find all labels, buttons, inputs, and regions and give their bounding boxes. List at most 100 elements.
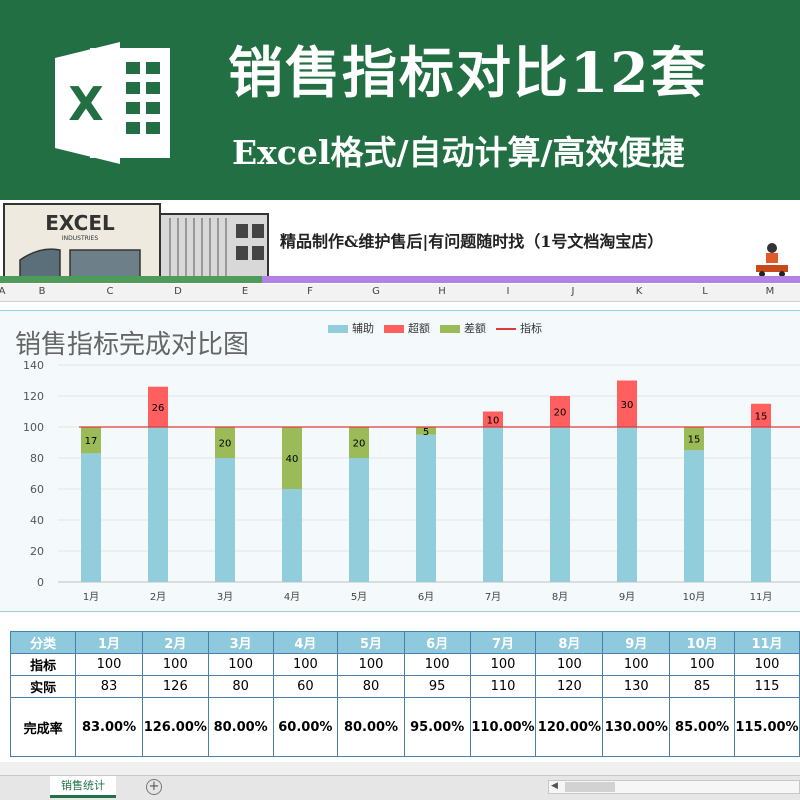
table-cell[interactable]: 100 — [75, 653, 143, 676]
table-cell[interactable]: 100 — [733, 653, 800, 676]
table-header-month: 5月 — [337, 631, 405, 654]
data-label: 20 — [353, 439, 366, 450]
table-cell[interactable]: 100 — [207, 653, 274, 676]
bar-excess[interactable] — [550, 396, 570, 427]
table-cell[interactable]: 95.00% — [403, 697, 471, 757]
column-header-e[interactable]: E — [241, 286, 249, 297]
scrollbar-thumb[interactable] — [565, 782, 615, 792]
bar-shortfall[interactable] — [282, 427, 302, 489]
table-cell[interactable]: 130 — [602, 675, 671, 698]
bar-excess[interactable] — [148, 386, 168, 427]
table-header-month: 6月 — [403, 631, 471, 654]
x-tick-label: 3月 — [217, 591, 233, 603]
person-on-car-icon — [756, 243, 788, 277]
table-cell[interactable]: 83 — [75, 675, 143, 698]
row-label[interactable]: 完成率 — [9, 697, 77, 757]
table-cell[interactable]: 80.00% — [207, 697, 274, 757]
column-header-l[interactable]: L — [702, 286, 708, 297]
x-tick-label: 5月 — [351, 591, 367, 603]
factory-logo-subtext: INDUSTRIES — [62, 235, 98, 242]
table-cell[interactable]: 80 — [207, 675, 274, 698]
table-cell[interactable]: 60.00% — [272, 697, 339, 757]
bar-auxiliary[interactable] — [751, 427, 771, 582]
table-header-row: 分类 1月 2月 3月 4月 5月 6月 7月 8月 9月 10月 11月 — [9, 631, 800, 654]
bar-shortfall[interactable] — [416, 427, 436, 435]
column-header-m[interactable]: M — [765, 286, 775, 297]
y-tick-label: 0 — [37, 576, 44, 589]
bar-shortfall[interactable] — [215, 427, 235, 458]
column-header-c[interactable]: C — [106, 286, 114, 297]
data-label: 20 — [554, 408, 567, 419]
table-cell[interactable]: 85 — [669, 675, 735, 698]
table-cell[interactable]: 100 — [602, 653, 671, 676]
table-cell[interactable]: 80 — [337, 675, 405, 698]
row-label[interactable]: 指标 — [9, 653, 77, 676]
x-tick-label: 1月 — [83, 591, 99, 603]
column-header-k[interactable]: K — [635, 286, 643, 297]
table-cell[interactable]: 130.00% — [602, 697, 671, 757]
scroll-left-icon[interactable]: ◀ — [551, 781, 558, 791]
table-cell[interactable]: 100 — [337, 653, 405, 676]
column-header-f[interactable]: F — [307, 286, 313, 297]
bar-auxiliary[interactable] — [349, 458, 369, 582]
legend-label: 辅助 — [352, 322, 374, 335]
y-tick-label: 140 — [23, 359, 44, 372]
column-header-h[interactable]: H — [438, 286, 446, 297]
bar-auxiliary[interactable] — [215, 458, 235, 582]
table-cell[interactable]: 115.00% — [733, 697, 800, 757]
table-cell[interactable]: 110 — [469, 675, 537, 698]
bar-excess[interactable] — [617, 380, 637, 428]
legend-label: 差额 — [464, 322, 486, 335]
bar-auxiliary[interactable] — [81, 453, 101, 582]
column-header-d[interactable]: D — [174, 286, 182, 297]
svg-text:X: X — [68, 77, 103, 131]
bar-excess[interactable] — [751, 403, 771, 427]
table-cell[interactable]: 126.00% — [141, 697, 209, 757]
table-cell[interactable]: 60 — [272, 675, 339, 698]
data-label: 20 — [219, 439, 232, 450]
table-cell[interactable]: 100 — [535, 653, 604, 676]
table-cell[interactable]: 100 — [669, 653, 735, 676]
table-cell[interactable]: 100 — [469, 653, 537, 676]
bar-auxiliary[interactable] — [617, 427, 637, 582]
table-cell[interactable]: 126 — [141, 675, 209, 698]
legend-item: 辅助 — [328, 320, 374, 336]
chart-plot[interactable]: 0 20 40 60 80 100 120 140 17 1月 26 2月 20 3月 40 4月 20 5月 5 6… — [0, 352, 800, 610]
table-cell[interactable]: 100 — [403, 653, 471, 676]
table-cell[interactable]: 120.00% — [535, 697, 604, 757]
table-cell[interactable]: 95 — [403, 675, 471, 698]
x-tick-label: 4月 — [284, 591, 300, 603]
table-cell[interactable]: 100 — [272, 653, 339, 676]
bar-auxiliary[interactable] — [416, 434, 436, 582]
bar-excess[interactable] — [483, 411, 503, 428]
table-cell[interactable]: 83.00% — [75, 697, 143, 757]
legend-swatch — [440, 325, 460, 333]
table-cell[interactable]: 100 — [141, 653, 209, 676]
column-header-i[interactable]: I — [506, 286, 510, 297]
data-label: 15 — [755, 411, 768, 422]
bar-shortfall[interactable] — [684, 427, 704, 451]
bar-auxiliary[interactable] — [550, 427, 570, 582]
data-label: 40 — [286, 454, 299, 465]
table-header-month: 9月 — [602, 631, 671, 654]
bar-auxiliary[interactable] — [282, 489, 302, 582]
plus-circle-icon[interactable]: + — [146, 779, 162, 795]
table-cell[interactable]: 85.00% — [669, 697, 735, 757]
bar-shortfall[interactable] — [349, 427, 369, 458]
row-label[interactable]: 实际 — [9, 675, 77, 698]
column-header-g[interactable]: G — [372, 286, 380, 297]
data-label: 26 — [152, 403, 165, 414]
bar-auxiliary[interactable] — [684, 450, 704, 582]
column-header-j[interactable]: J — [571, 286, 575, 297]
table-cell[interactable]: 80.00% — [337, 697, 405, 757]
bar-auxiliary[interactable] — [148, 427, 168, 582]
table-cell[interactable]: 115 — [733, 675, 800, 698]
chart-area[interactable] — [0, 310, 800, 612]
table-cell[interactable]: 110.00% — [469, 697, 537, 757]
column-header-b[interactable]: B — [38, 286, 46, 297]
bar-auxiliary[interactable] — [483, 427, 503, 582]
bar-shortfall[interactable] — [81, 427, 101, 454]
table-cell[interactable]: 120 — [535, 675, 604, 698]
column-header-a[interactable]: A — [0, 286, 6, 297]
sheet-tab[interactable]: 销售统计 — [50, 776, 116, 798]
